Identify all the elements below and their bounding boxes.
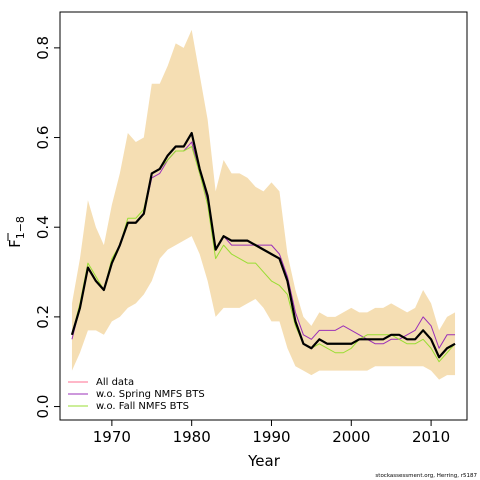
x-axis: 1970 1980 1990 2000 2010	[93, 420, 450, 446]
series-line-all-data	[70, 131, 456, 359]
y-tick-label: 0.2	[34, 305, 52, 329]
y-tick-label: 0.8	[34, 36, 52, 60]
y-axis-title: F1−8	[6, 216, 27, 248]
legend-label: w.o. Spring NMFS BTS	[96, 389, 205, 400]
y-tick-label: 0.0	[34, 395, 52, 419]
legend-label: w.o. Fall NMFS BTS	[96, 401, 189, 412]
confidence-band-area	[71, 29, 456, 380]
y-axis-title-main: F	[6, 239, 24, 248]
x-tick-label: 1980	[173, 428, 211, 446]
confidence-band	[71, 29, 456, 380]
x-tick-label: 2000	[332, 428, 370, 446]
x-tick-label: 1990	[252, 428, 290, 446]
y-tick-label: 0.4	[34, 215, 52, 239]
x-tick-label: 1970	[93, 428, 131, 446]
credit-text: stockassessment.org, Herring, r5187	[375, 473, 477, 479]
svg-text:F1−8: F1−8	[6, 216, 27, 248]
y-axis-title-sub: 1−8	[14, 216, 27, 239]
x-tick-label: 2010	[412, 428, 450, 446]
y-axis: 0.0 0.2 0.4 0.6 0.8	[34, 36, 60, 419]
plot-frame	[59, 11, 468, 421]
x-axis-title: Year	[247, 452, 281, 470]
y-tick-label: 0.6	[34, 126, 52, 150]
series-lines	[70, 131, 456, 363]
legend-label: All data	[96, 377, 134, 388]
